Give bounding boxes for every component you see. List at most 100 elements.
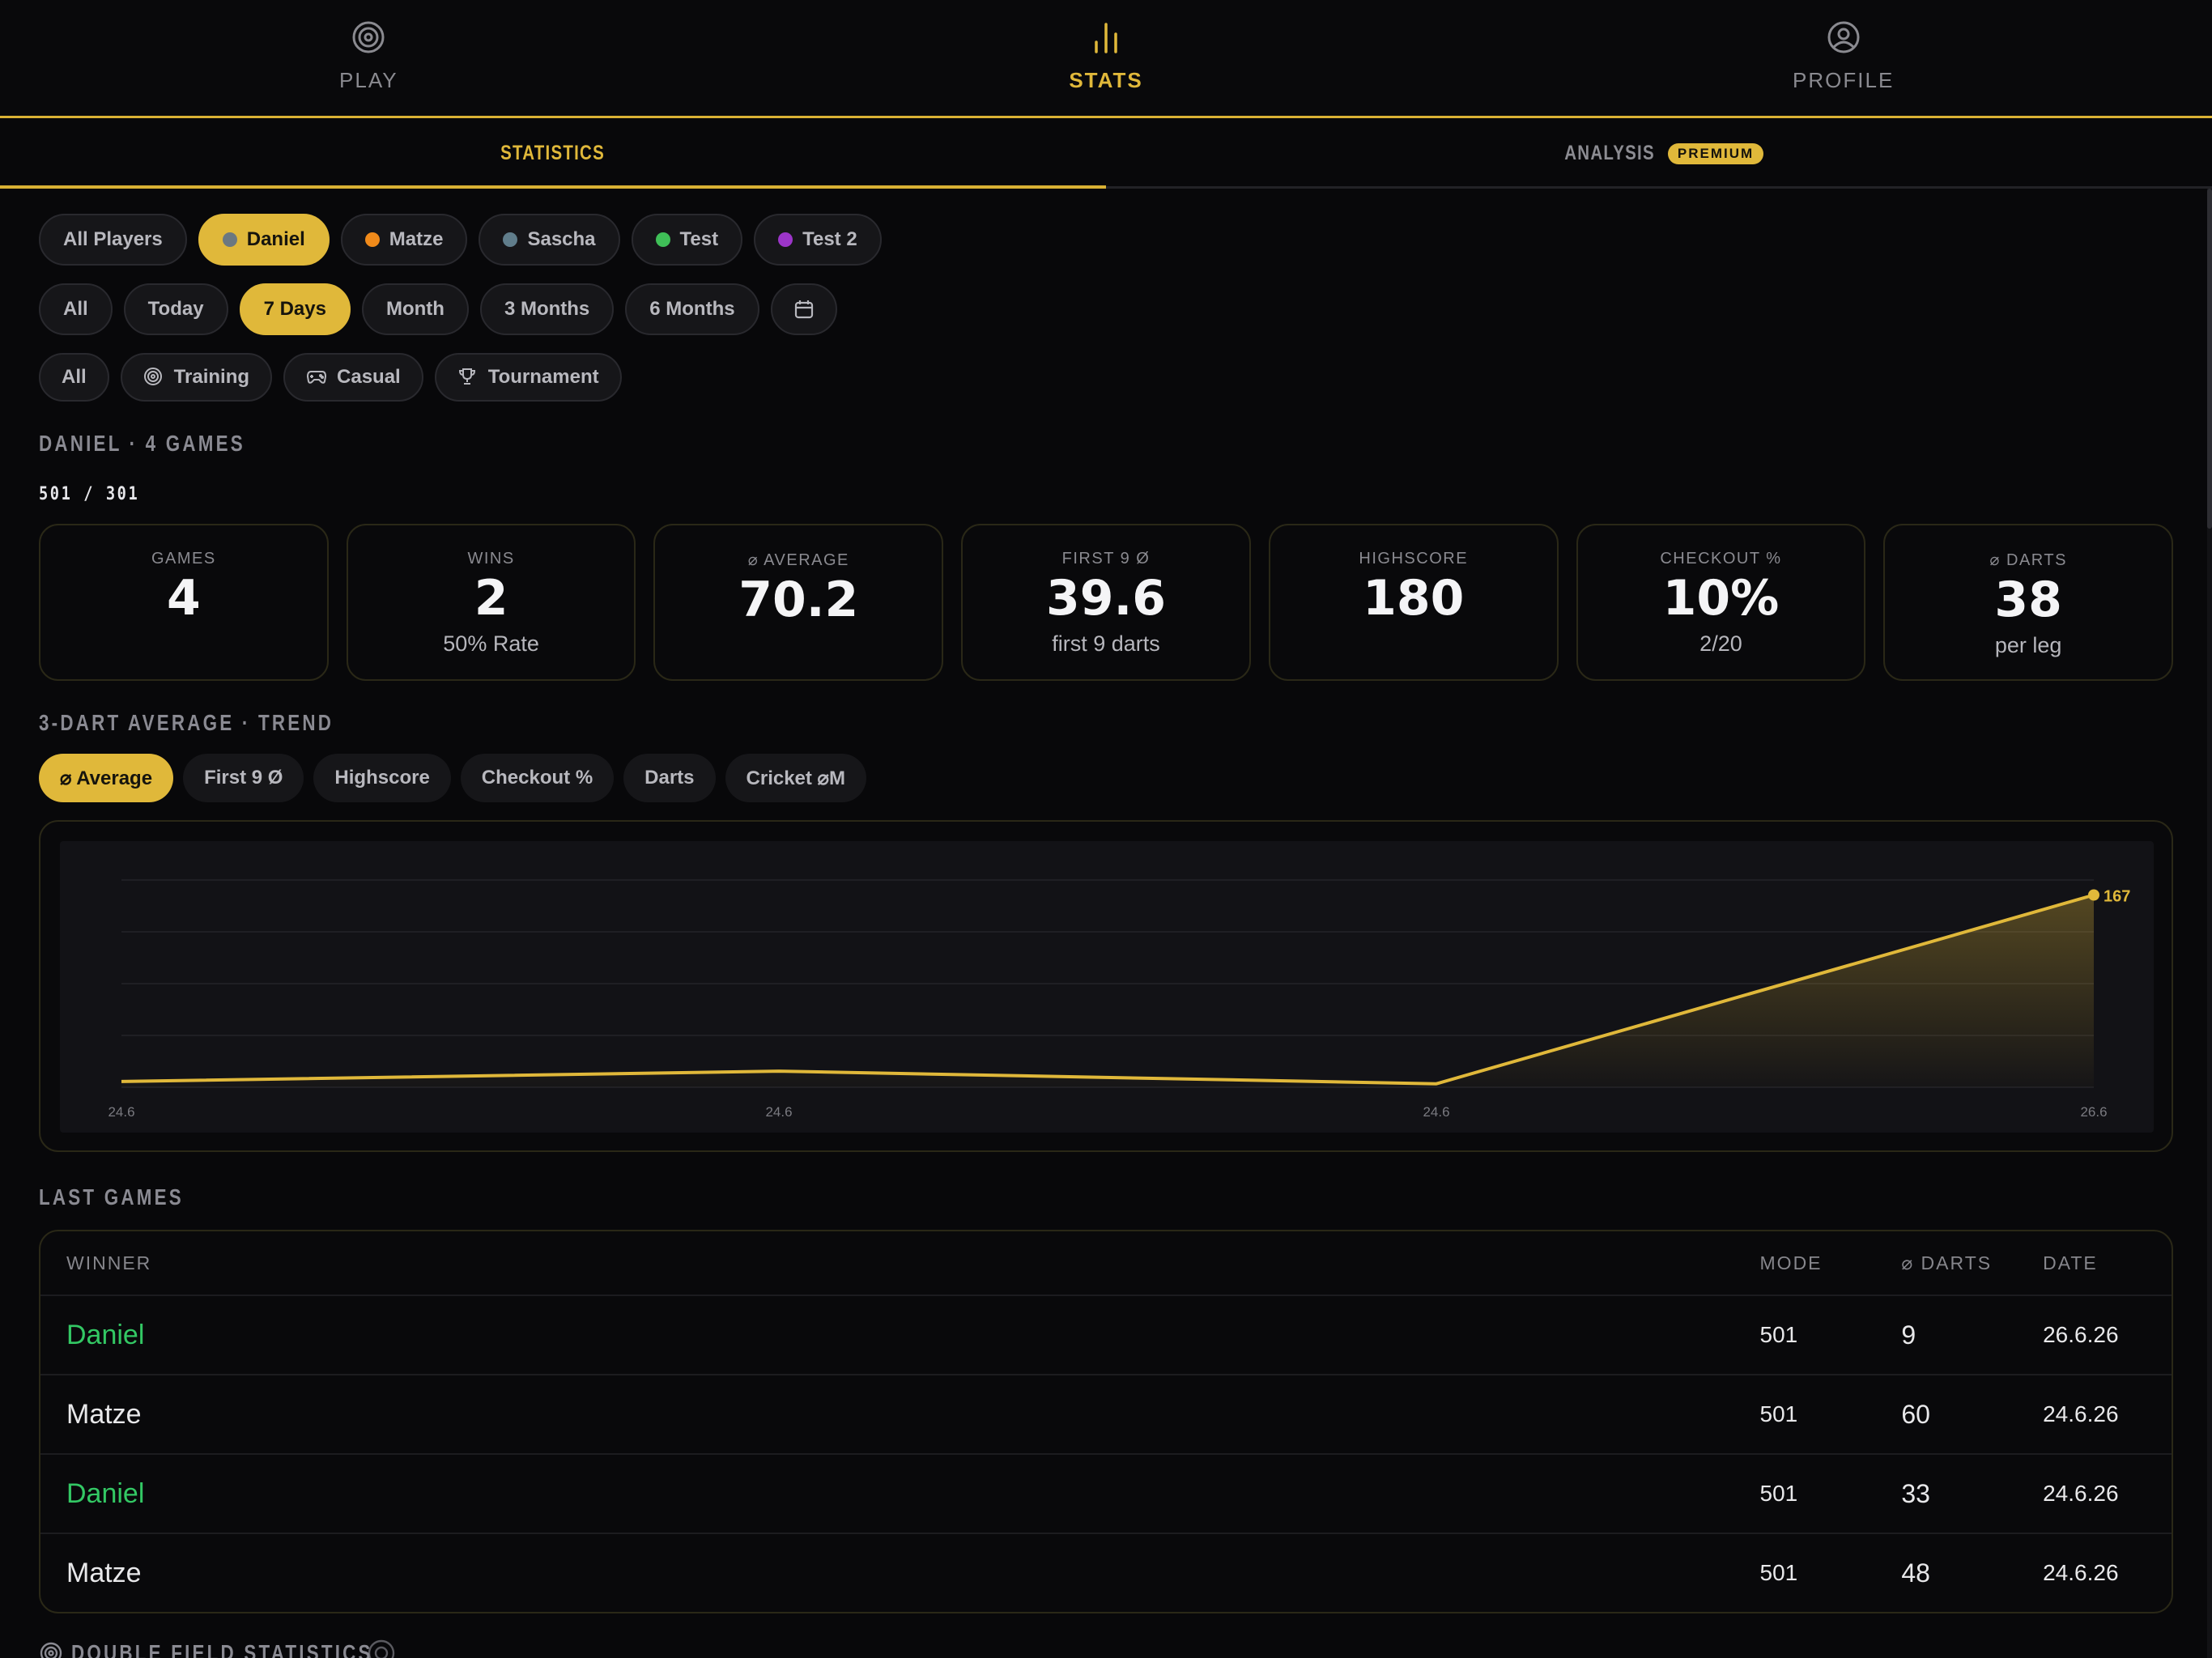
trophy-icon: [457, 367, 479, 388]
period-chip-all[interactable]: All: [39, 283, 113, 335]
date-range-button[interactable]: [770, 283, 837, 335]
trend-chart: 167 24.6 24.6 24.6 26.6: [39, 820, 2173, 1152]
stat-value: 70.2: [738, 572, 859, 628]
stat-sub: 2/20: [1699, 631, 1742, 656]
metric-chip-first-9[interactable]: First 9 Ø: [183, 754, 304, 802]
cell-mode: 501: [1759, 1560, 1798, 1585]
stat-card-checkout: CHECKOUT % 10% 2/20: [1576, 524, 1866, 681]
chart-data-point: [2088, 889, 2099, 901]
stat-value: 2: [474, 570, 508, 627]
player-chip-daniel[interactable]: Daniel: [198, 214, 330, 266]
period-chip-6-months[interactable]: 6 Months: [625, 283, 759, 335]
stat-sub: 50% Rate: [443, 631, 539, 656]
premium-badge: PREMIUM: [1667, 142, 1764, 164]
summary-title: DANIEL · 4 GAMES: [39, 431, 245, 456]
chip-label: Tournament: [487, 366, 599, 388]
nav-play-label: PLAY: [339, 68, 398, 92]
chip-label: Matze: [389, 228, 444, 250]
period-chip-month[interactable]: Month: [361, 283, 469, 335]
chip-label: Highscore: [334, 767, 430, 789]
metric-chip-cricket[interactable]: Cricket ⌀M: [725, 754, 866, 802]
stat-value: 10%: [1662, 570, 1780, 627]
table-row[interactable]: Matze 501 48 24.6.26: [40, 1533, 2172, 1612]
tab-statistics[interactable]: STATISTICS: [0, 121, 1106, 189]
target-icon: [143, 367, 164, 388]
type-chip-casual[interactable]: Casual: [283, 353, 423, 402]
stat-sub: per leg: [1994, 633, 2062, 657]
cell-date: 24.6.26: [2043, 1401, 2119, 1426]
type-chip-all[interactable]: All: [39, 353, 109, 402]
tab-analysis[interactable]: ANALYSIS PREMIUM: [1106, 121, 2212, 186]
cell-mode: 501: [1759, 1322, 1798, 1347]
player-chip-sascha[interactable]: Sascha: [479, 214, 620, 266]
stat-key: ⌀ AVERAGE: [747, 551, 849, 569]
period-chip-3-months[interactable]: 3 Months: [479, 283, 615, 335]
type-chip-training[interactable]: Training: [120, 353, 273, 402]
chart-data-label: 167: [2104, 887, 2130, 905]
player-filter: All Players Daniel Matze Sascha Test Tes…: [39, 214, 2173, 266]
chip-label: Sascha: [527, 228, 596, 250]
game-type-filter: All Training Casual: [39, 353, 2173, 402]
nav-play[interactable]: PLAY: [0, 0, 738, 116]
metric-chip-checkout[interactable]: Checkout %: [460, 754, 615, 802]
scrollbar-track[interactable]: [2207, 189, 2212, 1658]
stat-card-games: GAMES 4: [39, 524, 329, 681]
chip-label: Month: [385, 298, 445, 320]
nav-stats[interactable]: STATS: [738, 0, 1475, 116]
chip-label: 7 Days: [263, 298, 326, 320]
cell-winner: Matze: [66, 1557, 142, 1588]
metric-chip-darts[interactable]: Darts: [623, 754, 716, 802]
scrollbar-thumb[interactable]: [2207, 189, 2212, 529]
cell-date: 26.6.26: [2043, 1322, 2119, 1347]
target-icon[interactable]: [368, 1639, 395, 1658]
stat-value: 38: [1994, 572, 2062, 628]
cell-winner: Daniel: [66, 1477, 145, 1509]
user-circle-icon: [1826, 19, 1861, 55]
chip-label: Daniel: [246, 228, 305, 250]
chart-plot-area: 167 24.6 24.6 24.6 26.6: [60, 841, 2154, 1133]
table-header: WINNER MODE ⌀ DARTS DATE: [40, 1231, 2172, 1295]
bar-chart-icon: [1088, 19, 1124, 55]
trend-metric-selector: ⌀ Average First 9 Ø Highscore Checkout %…: [39, 754, 2173, 802]
player-chip-all[interactable]: All Players: [39, 214, 187, 266]
cell-date: 24.6.26: [2043, 1560, 2119, 1585]
chip-label: Test 2: [802, 228, 857, 250]
chart-x-tick-label: 24.6: [765, 1104, 792, 1120]
cell-darts: 33: [1901, 1478, 1930, 1508]
stat-key: WINS: [467, 550, 515, 568]
chip-label: All: [62, 366, 87, 388]
nav-profile[interactable]: PROFILE: [1474, 0, 2212, 116]
player-color-dot: [364, 232, 380, 247]
type-chip-tournament[interactable]: Tournament: [434, 353, 622, 402]
metric-chip-highscore[interactable]: Highscore: [313, 754, 451, 802]
table-row[interactable]: Matze 501 60 24.6.26: [40, 1374, 2172, 1453]
period-chip-7-days[interactable]: 7 Days: [239, 283, 351, 335]
chip-label: 3 Months: [504, 298, 590, 320]
sub-tab-bar: STATISTICS ANALYSIS PREMIUM: [0, 121, 2212, 189]
period-chip-today[interactable]: Today: [123, 283, 228, 335]
gamepad-icon: [306, 367, 327, 388]
player-chip-test[interactable]: Test: [631, 214, 743, 266]
chart-area-fill: [121, 895, 2094, 1087]
chip-label: Cricket ⌀M: [746, 767, 845, 789]
player-color-dot: [503, 232, 518, 247]
player-chip-test-2[interactable]: Test 2: [754, 214, 882, 266]
stat-card-average: ⌀ AVERAGE 70.2: [653, 524, 944, 681]
cell-mode: 501: [1759, 1481, 1798, 1506]
player-chip-matze[interactable]: Matze: [340, 214, 468, 266]
table-row[interactable]: Daniel 501 9 26.6.26: [40, 1295, 2172, 1374]
table-row[interactable]: Daniel 501 33 24.6.26: [40, 1453, 2172, 1533]
cell-date: 24.6.26: [2043, 1481, 2119, 1506]
chart-svg: 167 24.6 24.6 24.6 26.6: [108, 879, 2130, 1120]
cell-darts: 9: [1901, 1320, 1916, 1350]
header-darts: ⌀ DARTS: [1901, 1252, 1993, 1273]
stat-key: ⌀ DARTS: [1989, 551, 2067, 569]
metric-chip-average[interactable]: ⌀ Average: [39, 754, 174, 802]
stat-value: 39.6: [1045, 570, 1167, 627]
chip-label: Checkout %: [481, 767, 593, 789]
chart-x-tick-label: 24.6: [108, 1104, 134, 1120]
stat-key: HIGHSCORE: [1359, 550, 1469, 568]
stat-key: FIRST 9 Ø: [1061, 550, 1151, 568]
last-games-table: WINNER MODE ⌀ DARTS DATE Daniel 501 9 26…: [39, 1230, 2173, 1613]
stat-card-wins: WINS 2 50% Rate: [346, 524, 636, 681]
